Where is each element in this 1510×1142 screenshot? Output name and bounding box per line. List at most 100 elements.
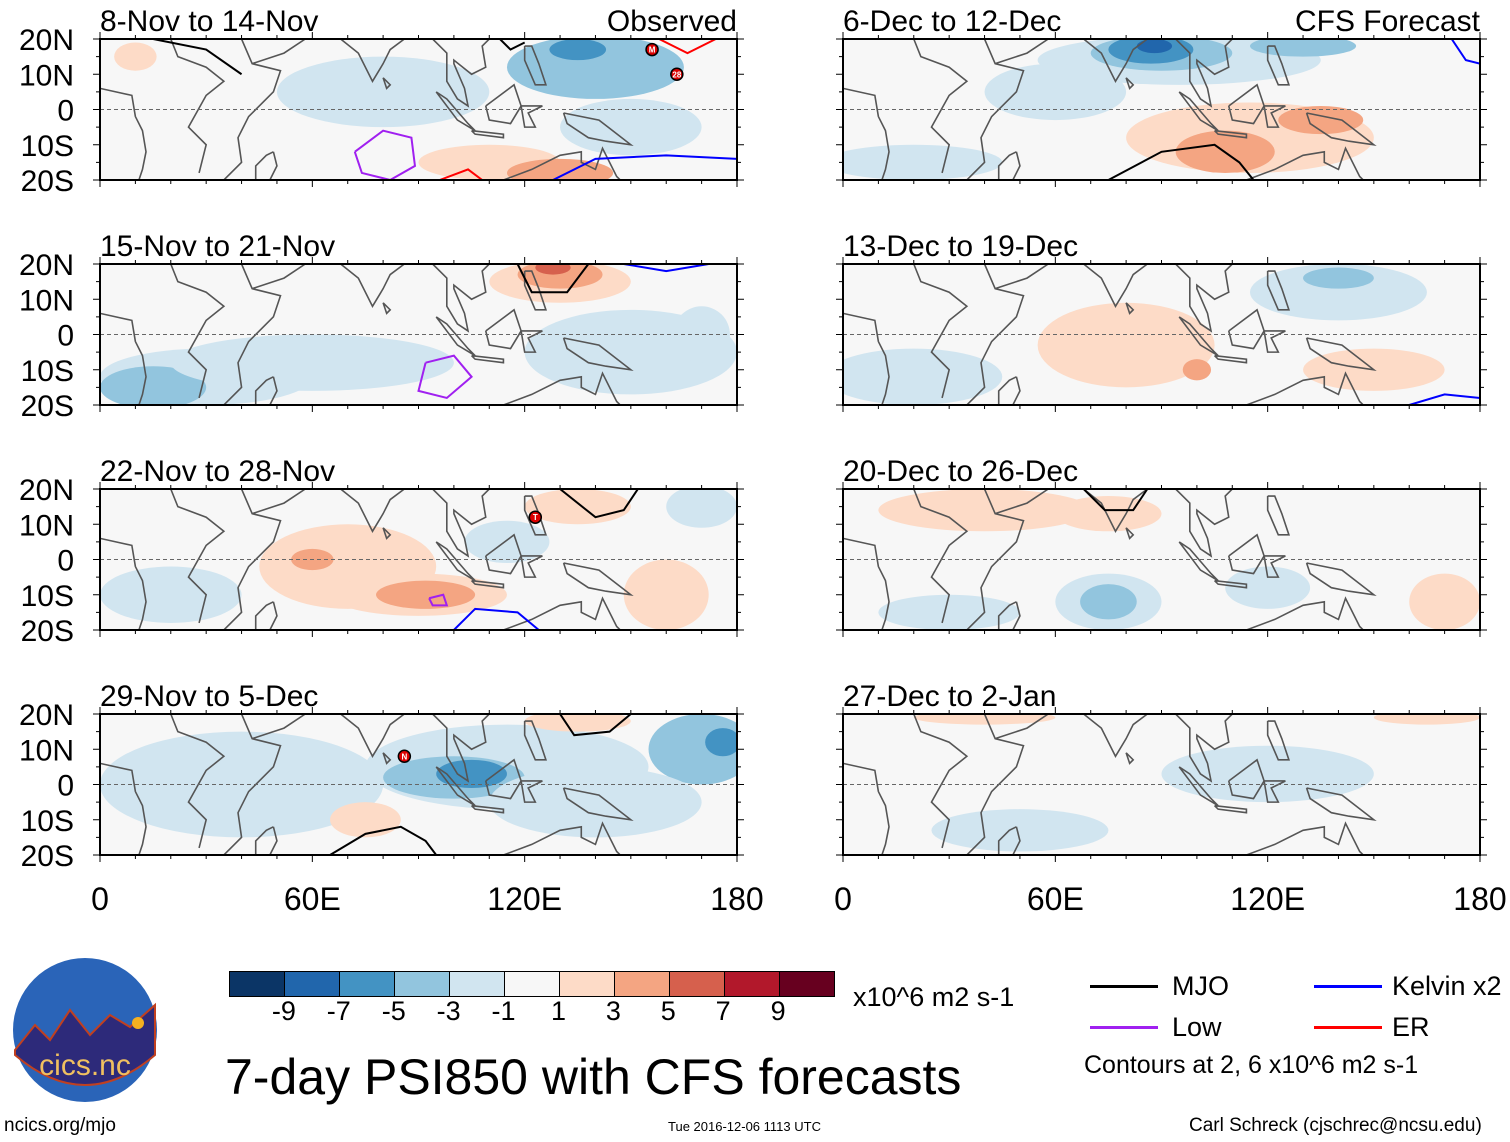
legend-swatch-kelvin xyxy=(1314,985,1382,988)
colorbar-label: -3 xyxy=(436,996,461,1026)
anomaly-shading xyxy=(1055,496,1162,532)
coastline xyxy=(254,376,278,405)
anomaly-shading xyxy=(843,348,1003,405)
coastline xyxy=(382,752,392,765)
coastline xyxy=(1263,780,1286,803)
contour-note: Contours at 2, 6 x10^6 m2 s-1 xyxy=(1084,1051,1419,1079)
coastline xyxy=(1266,720,1291,761)
lat-tick-label: 10N xyxy=(19,59,74,92)
anomaly-shading xyxy=(878,594,1020,630)
anomaly-shading xyxy=(376,580,476,609)
lon-tick-label: 120E xyxy=(487,881,562,917)
anomaly-shading xyxy=(100,366,207,405)
lat-tick-label: 10S xyxy=(21,805,74,838)
contour-mjo xyxy=(516,264,590,294)
coastline xyxy=(223,39,282,180)
anomaly-shading xyxy=(878,489,1091,532)
legend-label-low: Low xyxy=(1172,1012,1222,1042)
lon-tick-label: 0 xyxy=(834,881,852,917)
anomaly-shading xyxy=(1037,302,1215,388)
anomaly-shading xyxy=(673,306,730,363)
storm-label: 28 xyxy=(672,70,681,79)
coastline xyxy=(843,537,890,630)
panel-title: 15-Nov to 21-Nov xyxy=(100,230,335,263)
anomaly-shading xyxy=(170,334,454,391)
contour-mjo xyxy=(1082,489,1149,512)
coastline xyxy=(382,302,392,315)
contour-low xyxy=(353,129,417,180)
coastline xyxy=(251,489,306,515)
legend-label-kelvin: Kelvin x2 xyxy=(1392,971,1502,1001)
coastline xyxy=(520,780,543,803)
coastline xyxy=(503,371,621,405)
panel-title: 22-Nov to 28-Nov xyxy=(100,455,335,488)
colorbar-label: 3 xyxy=(605,996,621,1026)
coastline xyxy=(1305,337,1377,371)
colorbar-swatch xyxy=(669,972,724,996)
source-url[interactable]: ncics.org/mjo xyxy=(4,1115,116,1136)
lon-tick-label: 120E xyxy=(1230,881,1305,917)
coastline xyxy=(251,714,306,740)
colorbar xyxy=(229,971,835,997)
lon-tick-label: 0 xyxy=(91,881,109,917)
lon-tick-label: 180 xyxy=(710,881,763,917)
coastline xyxy=(1263,555,1286,578)
anomaly-shading xyxy=(913,714,1056,725)
lat-tick-label: 0 xyxy=(57,95,74,128)
coastline xyxy=(100,312,147,405)
coastline xyxy=(432,714,490,783)
storm-marker: T xyxy=(528,510,543,524)
coastline xyxy=(997,376,1021,405)
coastline xyxy=(484,533,523,575)
coastline xyxy=(523,270,548,311)
panel-title: 6-Dec to 12-Dec xyxy=(843,5,1061,38)
coastline xyxy=(1125,752,1135,765)
coastline xyxy=(170,489,226,624)
coastline xyxy=(471,579,505,589)
coastline xyxy=(994,489,1049,515)
contour-mjo xyxy=(499,39,526,51)
lat-tick-label: 0 xyxy=(57,770,74,803)
coastline xyxy=(484,308,523,350)
coastline xyxy=(1214,804,1248,814)
panel-title: 13-Dec to 19-Dec xyxy=(843,230,1078,263)
coastline xyxy=(523,495,548,536)
anomaly-shading xyxy=(705,728,737,757)
coastline xyxy=(1125,527,1135,540)
panel-title: 27-Dec to 2-Jan xyxy=(843,680,1056,713)
coastline xyxy=(432,264,490,333)
anomaly-shading xyxy=(489,766,702,838)
contour-low xyxy=(417,354,473,400)
contour-mjo xyxy=(152,39,243,76)
coastline xyxy=(170,264,226,399)
timestamp: Tue 2016-12-06 1113 UTC xyxy=(668,1119,821,1134)
colorbar-label: 1 xyxy=(550,996,566,1026)
coastline xyxy=(997,601,1021,630)
coastline xyxy=(1125,302,1135,315)
coastline xyxy=(432,489,490,558)
coastline xyxy=(254,151,278,180)
coastline xyxy=(251,264,306,290)
anomaly-shading xyxy=(464,520,550,564)
panel-title: 20-Dec to 26-Dec xyxy=(843,455,1078,488)
coastline xyxy=(1175,489,1233,558)
storm-label: M xyxy=(649,46,656,55)
coastline xyxy=(1246,146,1364,180)
coastline xyxy=(471,129,505,139)
coastline xyxy=(471,804,505,814)
coastline xyxy=(382,527,392,540)
anomaly-shading xyxy=(549,39,607,61)
anomaly-shading xyxy=(1136,39,1173,54)
coastline xyxy=(1246,371,1364,405)
anomaly-shading xyxy=(1225,566,1311,609)
anomaly-shading xyxy=(984,63,1127,121)
lat-tick-label: 20S xyxy=(21,840,74,873)
lat-tick-label: 10S xyxy=(21,580,74,613)
coastline xyxy=(913,39,969,174)
coastline xyxy=(562,337,634,371)
storm-marker: N xyxy=(397,749,412,764)
coastline xyxy=(100,87,147,180)
coastline xyxy=(562,562,634,596)
coastline xyxy=(1305,787,1377,821)
colorbar-swatch xyxy=(614,972,669,996)
